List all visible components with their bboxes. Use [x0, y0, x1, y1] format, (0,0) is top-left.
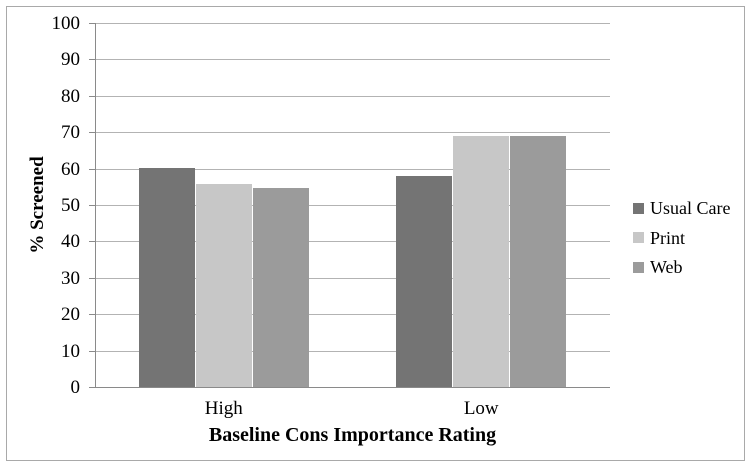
y-axis-tick-label: 30: [61, 267, 80, 289]
legend-item-usual-care: Usual Care: [633, 197, 730, 219]
y-axis-tick-label: 80: [61, 85, 80, 107]
y-axis-tick-label: 10: [61, 340, 80, 362]
y-axis-tick: [89, 241, 95, 243]
y-axis-title: % Screened: [27, 156, 48, 254]
y-axis-tick-label: 100: [51, 13, 81, 34]
y-axis-tick: [89, 387, 95, 388]
legend-swatch-icon: [633, 261, 644, 273]
legend-label: Web: [650, 257, 683, 277]
y-gridline: [95, 241, 610, 243]
legend-label: Usual Care: [650, 198, 731, 218]
bar-web-low: [510, 135, 567, 387]
legend-item-print: Print: [633, 227, 685, 249]
y-gridline: [95, 132, 610, 134]
figure-border: [6, 6, 745, 461]
y-gridline: [95, 23, 610, 24]
y-axis-tick: [89, 59, 95, 61]
y-axis-tick: [89, 23, 95, 24]
y-gridline: [95, 168, 610, 170]
x-axis-line: [95, 387, 610, 388]
x-axis-title: Baseline Cons Importance Rating: [208, 424, 497, 446]
x-category-label: Low: [463, 398, 499, 419]
y-axis-tick: [89, 168, 95, 170]
y-gridline: [95, 59, 610, 61]
bar-usual-care-low: [396, 175, 453, 387]
legend-swatch-icon: [633, 202, 644, 214]
bar-print-high: [195, 184, 252, 387]
bar-print-low: [453, 135, 510, 387]
y-axis-tick-label: 70: [61, 122, 80, 144]
y-axis-tick: [89, 350, 95, 352]
bar-web-high: [252, 188, 309, 387]
y-axis-tick-label: 90: [61, 49, 80, 71]
y-axis-tick: [89, 314, 95, 316]
y-axis-tick: [89, 95, 95, 97]
y-axis-tick-label: 20: [61, 304, 80, 326]
y-gridline: [95, 314, 610, 316]
legend-item-web: Web: [633, 256, 683, 278]
y-axis-tick: [89, 277, 95, 279]
y-axis-tick: [89, 205, 95, 206]
y-gridline: [95, 350, 610, 352]
y-axis-tick-label: 50: [61, 195, 80, 216]
y-gridline: [95, 277, 610, 279]
legend-swatch-icon: [633, 232, 644, 243]
x-category-label: High: [204, 398, 243, 419]
legend-label: Print: [650, 227, 686, 248]
y-gridline: [95, 95, 610, 97]
y-axis-tick-label: 0: [70, 377, 81, 398]
y-axis-tick-label: 60: [61, 158, 80, 180]
y-axis-tick: [89, 132, 95, 134]
y-axis-tick-label: 40: [61, 231, 80, 253]
y-axis-line: [95, 23, 96, 387]
bar-usual-care-high: [138, 167, 195, 387]
y-gridline: [95, 205, 610, 206]
